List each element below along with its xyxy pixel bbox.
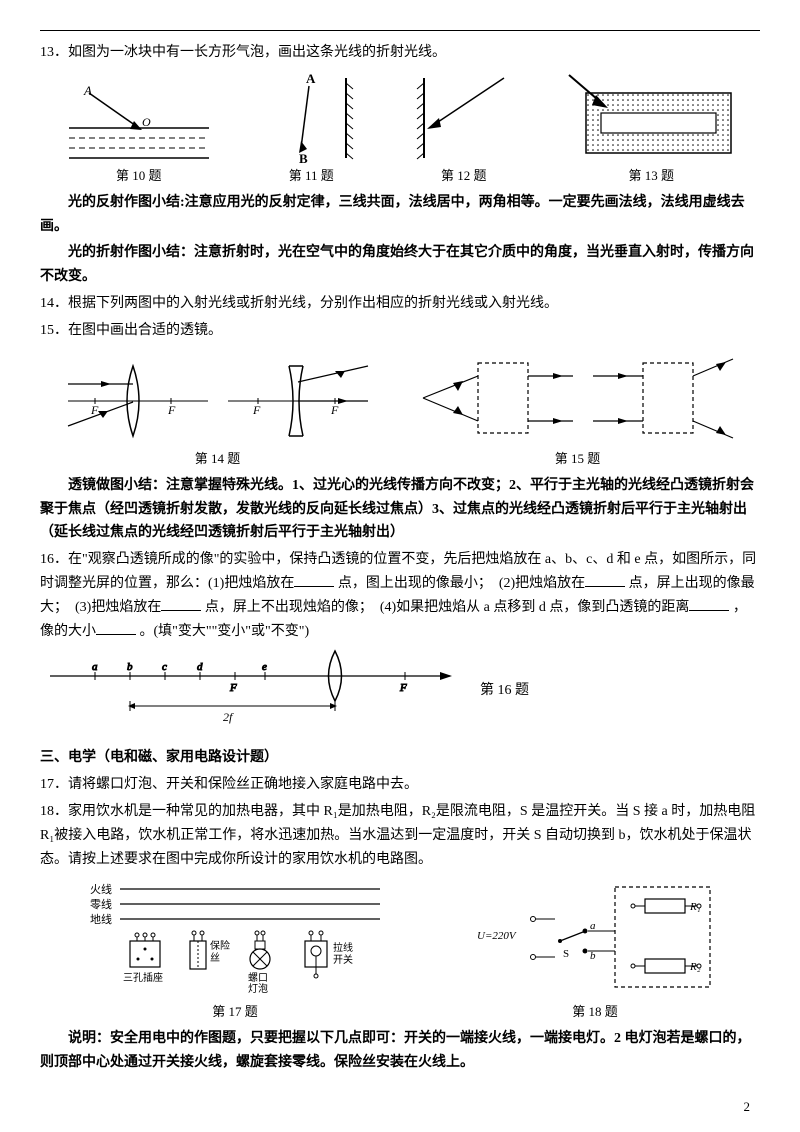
question-14: 14．根据下列两图中的入射光线或折射光线，分别作出相应的折射光线或入射光线。 (40, 292, 760, 316)
figure-15: 第 15 题 (418, 351, 738, 470)
caption-17: 第 17 题 (212, 1001, 258, 1023)
question-17: 17．请将螺口灯泡、开关和保险丝正确地接入家庭电路中去。 (40, 773, 760, 797)
safety-note: 说明：安全用电中的作图题，只要把握以下几点即可：开关的一端接火线，一端接电灯。2… (40, 1027, 760, 1075)
refraction-note: 光的折射作图小结：注意折射时，光在空气中的角度始终大于在其它介质中的角度，当光垂… (40, 241, 760, 289)
question-18: 18．家用饮水机是一种常见的加热电器，其中 R₁是加热电阻，R₂是限流电阻，S … (40, 800, 760, 871)
svg-text:e: e (262, 661, 267, 673)
fig10-label-A: A (83, 83, 92, 98)
question-15: 15．在图中画出合适的透镜。 (40, 319, 760, 343)
caption-18: 第 18 题 (572, 1001, 618, 1023)
fig12-svg (409, 73, 519, 163)
svg-text:拉线: 拉线 (333, 941, 353, 954)
fig15-svg (418, 351, 738, 446)
svg-text:F: F (167, 403, 176, 417)
fig11-svg: A B (261, 73, 361, 163)
svg-text:F: F (252, 403, 261, 417)
svg-text:开关: 开关 (333, 953, 353, 966)
figure-17: 火线 零线 地线 三孔插座 保险丝 螺口灯泡 (85, 879, 385, 1023)
fig14-svg: F F F F (63, 356, 373, 446)
svg-text:保险: 保险 (210, 939, 230, 952)
q16-part2: 点，图上出现的像最小； (2)把烛焰放在 (338, 576, 585, 591)
blank-5 (96, 621, 136, 635)
svg-text:2f: 2f (223, 710, 234, 724)
svg-text:F: F (330, 403, 339, 417)
figure-12: 第 12 题 (409, 73, 519, 187)
svg-text:零线: 零线 (90, 897, 112, 911)
caption-12: 第 12 题 (441, 165, 487, 187)
svg-text:R₂: R₂ (689, 961, 701, 973)
caption-16: 第 16 题 (480, 679, 529, 703)
figure-16-row: a b c d e F F 2f 第 16 题 (40, 646, 760, 736)
figure-row-14-15: F F F F 第 14 题 (40, 351, 760, 470)
reflection-note: 光的反射作图小结:注意应用光的反射定律，三线共面，法线居中，两角相等。一定要先画… (40, 191, 760, 239)
figure-10: A O 第 10 题 (64, 83, 214, 187)
svg-text:螺口: 螺口 (248, 972, 268, 984)
figure-row-10-13: A O 第 10 题 A B 第 11 题 (40, 73, 760, 187)
figure-11: A B 第 11 题 (261, 73, 361, 187)
svg-text:c: c (162, 661, 167, 673)
caption-11: 第 11 题 (289, 165, 334, 187)
svg-text:d: d (197, 661, 203, 673)
svg-text:灯泡: 灯泡 (248, 982, 268, 995)
fig11-label-A: A (306, 73, 316, 86)
svg-text:b: b (590, 950, 596, 962)
fig10-label-O: O (142, 115, 151, 129)
section-3-title: 三、电学（电和磁、家用电路设计题） (40, 746, 760, 770)
svg-text:b: b (127, 661, 133, 673)
fig13-svg (566, 73, 736, 163)
lens-note: 透镜做图小结：注意掌握特殊光线。1、过光心的光线传播方向不改变；2、平行于主光轴… (40, 474, 760, 545)
svg-text:R₁: R₁ (689, 901, 701, 913)
page-number: 2 (744, 1096, 751, 1118)
blank-2 (585, 573, 625, 587)
svg-text:地线: 地线 (90, 912, 112, 926)
svg-text:S: S (563, 948, 569, 960)
caption-13: 第 13 题 (628, 165, 674, 187)
blank-4 (689, 597, 729, 611)
figure-18: U=220V S a b R₁ R₂ (475, 879, 715, 1023)
q16-part4: 点，屏上不出现烛焰的像； (4)如果把烛焰从 a 点移到 d 点，像到凸透镜的距… (205, 600, 690, 615)
figure-14: F F F F 第 14 题 (63, 356, 373, 470)
svg-text:F: F (399, 682, 407, 694)
blank-3 (161, 597, 201, 611)
svg-text:丝: 丝 (210, 952, 220, 964)
svg-text:U=220V: U=220V (477, 930, 517, 942)
caption-14: 第 14 题 (195, 448, 241, 470)
svg-text:三孔插座: 三孔插座 (123, 971, 163, 984)
fig10-svg: A O (64, 83, 214, 163)
figure-row-17-18: 火线 零线 地线 三孔插座 保险丝 螺口灯泡 (40, 879, 760, 1023)
caption-10: 第 10 题 (116, 165, 162, 187)
q16-part6: 。(填"变大""变小"或"不变") (140, 624, 310, 639)
question-16: 16．在"观察凸透镜所成的像"的实验中，保持凸透镜的位置不变，先后把烛焰放在 a… (40, 548, 760, 643)
top-rule (40, 30, 760, 31)
question-13: 13．如图为一冰块中有一长方形气泡，画出这条光线的折射光线。 (40, 41, 760, 65)
caption-15: 第 15 题 (555, 448, 601, 470)
fig18-svg: U=220V S a b R₁ R₂ (475, 879, 715, 999)
blank-1 (294, 573, 334, 587)
svg-text:火线: 火线 (90, 882, 112, 896)
fig17-svg: 火线 零线 地线 三孔插座 保险丝 螺口灯泡 (85, 879, 385, 999)
svg-text:a: a (92, 661, 98, 673)
svg-text:a: a (590, 920, 596, 932)
fig16-svg: a b c d e F F 2f (40, 646, 460, 736)
figure-13: 第 13 题 (566, 73, 736, 187)
fig11-label-B: B (299, 151, 308, 163)
svg-text:F: F (229, 682, 237, 694)
